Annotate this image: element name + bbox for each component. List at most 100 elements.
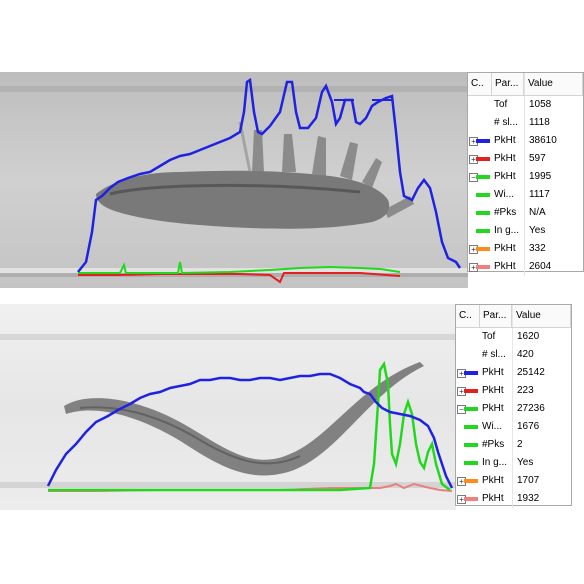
row-param: Wi... — [494, 189, 514, 200]
row-param: PkHt — [482, 475, 504, 486]
grid-row[interactable]: Tof 1058 — [468, 96, 583, 114]
measurement-panel-2: C.. Par... Value Tof 1620 # sl... 420 + PkHt 2… — [0, 304, 584, 510]
grid-row[interactable]: # sl... 1118 — [468, 114, 583, 132]
grid-row[interactable]: In g... Yes — [456, 454, 571, 472]
row-color-cell — [456, 328, 480, 346]
grid-row[interactable]: − PkHt 1995 — [468, 168, 583, 186]
larva-leg — [384, 196, 414, 218]
row-param: PkHt — [494, 243, 516, 254]
grid-header: C.. Par... Value — [456, 305, 571, 328]
trace-green-1 — [78, 261, 401, 275]
grid-row[interactable]: Wi... 1676 — [456, 418, 571, 436]
grid-header: C.. Par... Value — [468, 73, 583, 96]
grid-row[interactable]: + PkHt 332 — [468, 240, 583, 258]
color-swatch — [464, 335, 478, 339]
row-value: 1676 — [512, 418, 571, 436]
header-color[interactable]: C.. — [468, 73, 492, 95]
row-param: PkHt — [494, 171, 516, 182]
grid-row[interactable]: Tof 1620 — [456, 328, 571, 346]
row-param: # sl... — [482, 349, 506, 360]
color-swatch — [476, 103, 490, 107]
row-value: Yes — [512, 454, 571, 472]
row-param: PkHt — [482, 385, 504, 396]
row-color-cell: − — [468, 168, 492, 186]
row-value: 38610 — [524, 132, 583, 150]
color-swatch — [464, 497, 478, 501]
grid-row[interactable]: + PkHt 38610 — [468, 132, 583, 150]
row-param: PkHt — [494, 261, 516, 272]
grid-row[interactable]: − PkHt 27236 — [456, 400, 571, 418]
larva-leg — [252, 130, 264, 172]
grid-row[interactable]: In g... Yes — [468, 222, 583, 240]
row-param: # sl... — [494, 117, 518, 128]
row-param: Tof — [482, 331, 496, 342]
row-color-cell: + — [468, 132, 492, 150]
row-color-cell — [468, 222, 492, 240]
row-value: Yes — [524, 222, 583, 240]
row-value: 597 — [524, 150, 583, 168]
row-color-cell: + — [468, 150, 492, 168]
row-param: Wi... — [482, 421, 502, 432]
grid-row[interactable]: + PkHt 1707 — [456, 472, 571, 490]
grid-row[interactable]: + PkHt 2604 — [468, 258, 583, 276]
row-value: 2 — [512, 436, 571, 454]
grid-row[interactable]: + PkHt 1932 — [456, 490, 571, 508]
row-param: In g... — [494, 225, 520, 236]
color-swatch — [476, 211, 490, 215]
grid-row[interactable]: # sl... 420 — [456, 346, 571, 364]
row-param: PkHt — [494, 135, 516, 146]
larva-leg — [282, 134, 296, 172]
trace-blue-2 — [46, 372, 454, 489]
row-param: PkHt — [482, 367, 504, 378]
larva-leg — [340, 142, 358, 180]
row-value: 1058 — [524, 96, 583, 114]
grid-row[interactable]: #Pks 2 — [456, 436, 571, 454]
color-swatch — [464, 389, 478, 393]
specimen-image-1 — [0, 72, 468, 288]
row-value: 1118 — [524, 114, 583, 132]
larva-body — [96, 170, 390, 229]
row-param: Tof — [494, 99, 508, 110]
color-swatch — [464, 407, 478, 411]
grid-row[interactable]: Wi... 1117 — [468, 186, 583, 204]
row-value: 27236 — [512, 400, 571, 418]
header-param[interactable]: Par... — [480, 305, 512, 327]
header-param[interactable]: Par... — [492, 73, 524, 95]
color-swatch — [464, 371, 478, 375]
color-swatch — [476, 175, 490, 179]
row-value: 1117 — [524, 186, 583, 204]
row-color-cell — [456, 418, 480, 436]
parameter-grid-2: C.. Par... Value Tof 1620 # sl... 420 + PkHt 2… — [455, 304, 572, 508]
grid-row[interactable]: + PkHt 597 — [468, 150, 583, 168]
header-value[interactable]: Value — [524, 73, 583, 95]
specimen-image-2 — [0, 304, 456, 510]
larva-leg — [362, 158, 382, 188]
color-swatch — [476, 139, 490, 143]
profile-plot-1 — [0, 72, 468, 288]
color-swatch — [464, 479, 478, 483]
color-swatch — [476, 265, 490, 269]
row-value: 1932 — [512, 490, 571, 508]
row-color-cell — [468, 204, 492, 222]
measurement-panel-1: C.. Par... Value Tof 1058 # sl... 1118 + PkHt… — [0, 72, 584, 288]
profile-plot-2 — [0, 304, 456, 510]
grid-row[interactable]: #Pks N/A — [468, 204, 583, 222]
grid-row[interactable]: + PkHt 25142 — [456, 364, 571, 382]
row-value: 2604 — [524, 258, 583, 276]
row-param: PkHt — [482, 493, 504, 504]
grid-row[interactable]: + PkHt 223 — [456, 382, 571, 400]
color-swatch — [476, 229, 490, 233]
row-color-cell — [456, 454, 480, 472]
row-value: 1707 — [512, 472, 571, 490]
row-color-cell: + — [456, 490, 480, 508]
color-swatch — [476, 193, 490, 197]
row-color-cell: + — [468, 240, 492, 258]
row-color-cell — [468, 114, 492, 132]
row-param: #Pks — [482, 439, 505, 450]
trace-blue-1 — [77, 77, 462, 273]
row-param: PkHt — [494, 153, 516, 164]
header-color[interactable]: C.. — [456, 305, 480, 327]
row-color-cell: + — [456, 364, 480, 382]
header-value[interactable]: Value — [512, 305, 571, 327]
color-swatch — [464, 353, 478, 357]
